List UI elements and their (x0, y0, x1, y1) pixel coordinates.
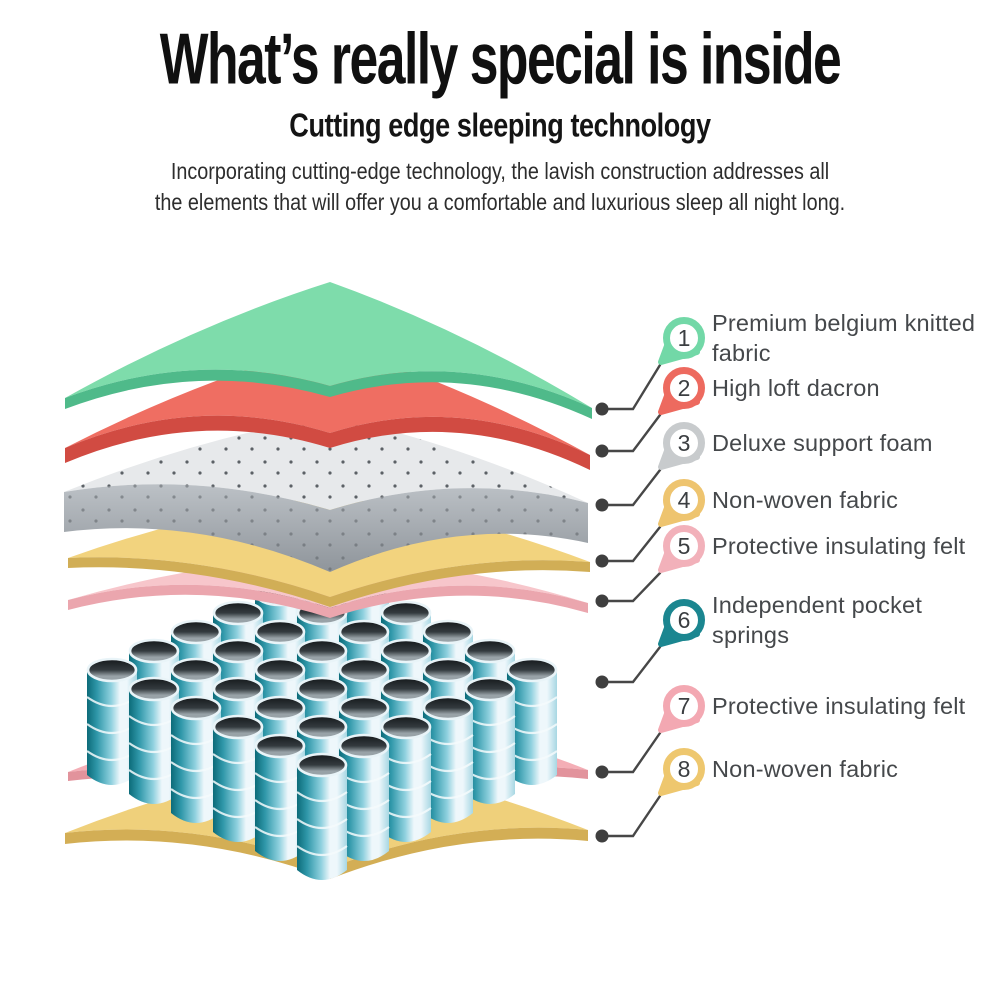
pocket-spring-coil (506, 657, 558, 785)
leader-dot (595, 498, 609, 512)
callout-label-7: Protective insulating felt (712, 693, 966, 719)
knitted-fabric-sheet (65, 282, 592, 419)
callout-pin-8: 8 (658, 748, 705, 796)
page-title: What’s really special is inside (159, 19, 842, 100)
leader-lines (595, 363, 662, 843)
pocket-spring-coil (422, 695, 474, 823)
callout-label-2: High loft dacron (712, 375, 880, 401)
leader-line (600, 731, 662, 774)
callout-label-1: Premium belgium knitted fabric (712, 310, 976, 366)
dacron-sheet (65, 344, 590, 470)
callout-pin-6: 6 (658, 599, 705, 647)
leader-line (600, 571, 662, 603)
description-line-1: Incorporating cutting-edge technology, t… (170, 158, 830, 184)
callout-label-3: Deluxe support foam (712, 430, 933, 456)
pin-number: 2 (678, 375, 691, 401)
pocket-spring-coil (380, 714, 432, 842)
callout-label-5: Protective insulating felt (712, 533, 966, 559)
callout-pin-7: 7 (658, 685, 705, 733)
pin-ring-icon (663, 525, 705, 567)
description: Incorporating cutting-edge technology, t… (70, 156, 930, 218)
callout-pin-3: 3 (658, 422, 705, 470)
pin-ring-icon (663, 317, 705, 359)
callout-label-8: Non-woven fabric (712, 756, 899, 782)
pin-ring-icon (663, 422, 705, 464)
leader-line (600, 468, 662, 507)
leader-dot (595, 765, 609, 779)
pin-ring-icon (663, 479, 705, 521)
pin-number: 4 (678, 487, 691, 513)
pocket-spring-coil (338, 733, 390, 861)
leader-line (600, 413, 662, 453)
pin-number: 7 (678, 693, 691, 719)
pocket-spring-coil (464, 676, 516, 804)
callout-pin-5: 5 (658, 525, 705, 573)
leader-dot (595, 594, 609, 608)
pin-number: 5 (678, 533, 691, 559)
leader-dot (595, 675, 609, 689)
pin-number: 6 (678, 607, 691, 633)
leader-line (600, 363, 662, 411)
leader-dot (595, 554, 609, 568)
callout-pin-4: 4 (658, 479, 705, 527)
callout-label-4: Non-woven fabric (712, 487, 899, 513)
pin-number: 1 (678, 325, 691, 351)
callout-pin-1: 1 (658, 317, 705, 365)
leader-line (600, 525, 662, 563)
pin-ring-icon (663, 367, 705, 409)
pin-ring-icon (663, 748, 705, 790)
leader-dot (595, 402, 609, 416)
callout-label-6: Independent pocket springs (712, 592, 923, 648)
pocket-spring-coil (296, 752, 348, 880)
pin-ring-icon (663, 599, 705, 641)
leader-dot (595, 829, 609, 843)
leader-dot (595, 444, 609, 458)
support-foam-slab (64, 416, 588, 572)
pocket-springs (86, 562, 558, 880)
pin-ring-icon (663, 685, 705, 727)
page-subtitle: Cutting edge sleeping technology (289, 106, 711, 144)
leader-line (600, 645, 662, 684)
pin-number: 8 (678, 756, 691, 782)
callout-pin-2: 2 (658, 367, 705, 415)
pin-number: 3 (678, 430, 691, 456)
pocket-spring-coil (170, 695, 222, 823)
leader-line (600, 794, 662, 838)
description-line-2: the elements that will offer you a comfo… (154, 189, 846, 215)
